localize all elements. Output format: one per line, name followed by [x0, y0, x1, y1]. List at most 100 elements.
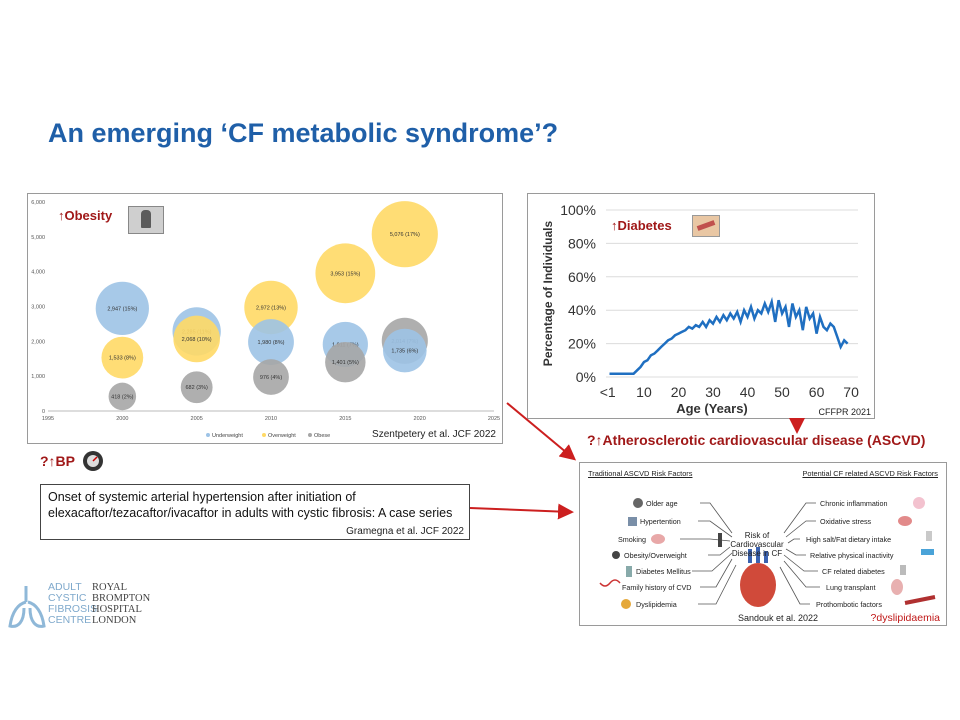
obesity-x-tick: 2000 [116, 416, 128, 422]
logo-cf-text: ADULT CYSTIC FIBROSIS CENTRE [48, 581, 98, 626]
ascvd-risk-diagram: Traditional ASCVD Risk Factors Potential… [579, 462, 947, 626]
obesity-y-tick: 3,000 [31, 305, 45, 311]
bubble-overweight [173, 315, 220, 363]
bp-paper-box: Onset of systemic arterial hypertension … [40, 484, 470, 540]
diabetes-tag: ↑Diabetes [611, 218, 672, 233]
risk-prothrombotic: Prothombotic factors [816, 600, 882, 609]
bubble-obese [180, 371, 213, 404]
risk-cf-diabetes: CF related diabetes [822, 567, 885, 576]
diabetes-y-label: Percentage of Individuals [541, 220, 555, 366]
diabetes-y-tick: 0% [576, 369, 596, 385]
legend-label: Underweight [212, 433, 243, 439]
bp-to-ascvd-arrow [469, 503, 574, 520]
slide-title: An emerging ‘CF metabolic syndrome’? [48, 118, 559, 148]
diabetes-chart-panel: 0% 20% 40% 60% 80% 100% <1 10 20 30 40 50 60 70 Age (Y… [527, 193, 875, 419]
diabetes-y-tick: 80% [568, 235, 596, 251]
legend-marker [206, 433, 210, 437]
obesity-y-tick: 5,000 [31, 235, 45, 241]
legend-label: Overweight [268, 433, 296, 439]
bubble-overweight [371, 201, 438, 268]
legend-marker [262, 433, 266, 437]
bubble-label: 2,068 (10%) [182, 337, 212, 343]
bp-paper-title: Onset of systemic arterial hypertension … [48, 490, 453, 520]
legend-label: Obese [314, 433, 330, 439]
risk-physical-inactivity: Relative physical inactivity [810, 551, 894, 560]
risk-dyslipidemia: Dyslipidemia [636, 600, 677, 609]
risk-smoking: Smoking [618, 535, 646, 544]
obesity-x-tick: 2025 [488, 416, 500, 422]
bubble-obese [108, 382, 137, 411]
risk-factor-icons [599, 497, 936, 609]
bubble-label: 1,735 (6%) [391, 349, 418, 355]
diabetes-x-tick: 40 [740, 384, 756, 400]
bp-gauge-icon [82, 450, 104, 472]
bubble-label: 5,076 (17%) [390, 232, 420, 238]
obesity-tag: ↑Obesity [58, 208, 113, 223]
cf-risk-header: Potential CF related ASCVD Risk Factors [802, 469, 938, 478]
bubble-overweight [101, 336, 144, 379]
obesity-x-tick: 2015 [339, 416, 351, 422]
bubble-label: 418 (2%) [111, 394, 133, 400]
bubble-overweight [315, 243, 376, 304]
obesity-y-tick: 1,000 [31, 374, 45, 380]
heart-icon [740, 547, 776, 607]
obesity-x-tick: 2010 [265, 416, 277, 422]
risk-lung-transplant: Lung transplant [826, 583, 876, 592]
dyslipidaemia-note: ?dyslipidaemia [870, 612, 940, 624]
obesity-photo-icon [128, 206, 164, 234]
diabetes-y-tick: 60% [568, 269, 596, 285]
obesity-y-tick: 0 [42, 409, 45, 415]
risk-connector-lines [599, 497, 936, 609]
diabetes-x-tick: 10 [636, 384, 652, 400]
diabetes-y-tick: 20% [568, 336, 596, 352]
risk-oxidative-stress: Oxidative stress [820, 517, 872, 526]
obesity-x-tick: 1995 [42, 416, 54, 422]
rbh-adult-cf-centre-logo: ADULT CYSTIC FIBROSIS CENTRE ROYAL BROMPTON H… [6, 580, 166, 632]
bubble-label: 1,980 (8%) [258, 340, 285, 346]
obesity-y-tick: 6,000 [31, 200, 45, 206]
bubble-label: 2,972 (13%) [256, 305, 286, 311]
up-arrow-icon [718, 533, 722, 547]
risk-hypertension: Hypertention [640, 517, 681, 526]
risk-center-label: Risk of Cardiovascular Disease in CF [730, 531, 784, 558]
obesity-y-tick: 4,000 [31, 270, 45, 276]
logo-rbh-text: ROYAL BROMPTON HOSPITAL LONDON [92, 582, 151, 626]
risk-diabetes: Diabetes Mellitus [636, 567, 691, 576]
bubble-obese [253, 359, 289, 395]
obesity-citation: Szentpetery et al. JCF 2022 [372, 429, 496, 440]
diabetes-x-tick: <1 [600, 384, 616, 400]
bubble-label: 1,401 (5%) [332, 360, 359, 366]
bubble-label: 976 (4%) [260, 375, 282, 381]
diabetes-prevalence-line [609, 296, 849, 375]
obesity-bubble-chart: 0 1,000 2,000 3,000 4,000 5,000 6,000 1995 2000 2… [31, 200, 500, 439]
diabetes-line-chart: 0% 20% 40% 60% 80% 100% <1 10 20 30 40 50 60 70 Age (Y… [541, 202, 859, 416]
risk-high-salt-fat: High salt/Fat dietary intake [806, 535, 892, 544]
diabetes-x-tick: 60 [809, 384, 825, 400]
obesity-y-tick: 2,000 [31, 339, 45, 345]
diabetes-x-tick: 50 [774, 384, 790, 400]
bubble-underweight [248, 319, 294, 365]
bubble-overweight [244, 280, 298, 335]
risk-obesity: Obesity/Overweight [624, 551, 687, 560]
diabetes-x-tick: 30 [705, 384, 721, 400]
bubble-underweight [382, 328, 427, 373]
lungs-logo-icon [8, 586, 46, 628]
glucose-test-icon [692, 215, 720, 237]
diabetes-y-tick: 100% [560, 202, 596, 218]
diabetes-x-label: Age (Years) [676, 401, 748, 416]
risk-family-history: Family history of CVD [622, 583, 692, 592]
diabetes-x-tick: 20 [671, 384, 687, 400]
diabetes-x-tick: 70 [843, 384, 859, 400]
bubble-obese [325, 341, 366, 383]
ascvd-citation: Sandouk et al. 2022 [738, 613, 819, 623]
obesity-x-tick: 2005 [191, 416, 203, 422]
bubble-label: 3,953 (15%) [330, 271, 360, 277]
diabetes-citation: CFFPR 2021 [818, 407, 871, 417]
bubble-label: 682 (3%) [186, 385, 208, 391]
legend-marker [308, 433, 312, 437]
risk-older-age: Older age [646, 499, 678, 508]
bubble-label: 2,947 (15%) [107, 306, 137, 312]
bubble-underweight [95, 281, 149, 335]
obesity-x-tick: 2020 [414, 416, 426, 422]
traditional-risk-header: Traditional ASCVD Risk Factors [588, 469, 693, 478]
